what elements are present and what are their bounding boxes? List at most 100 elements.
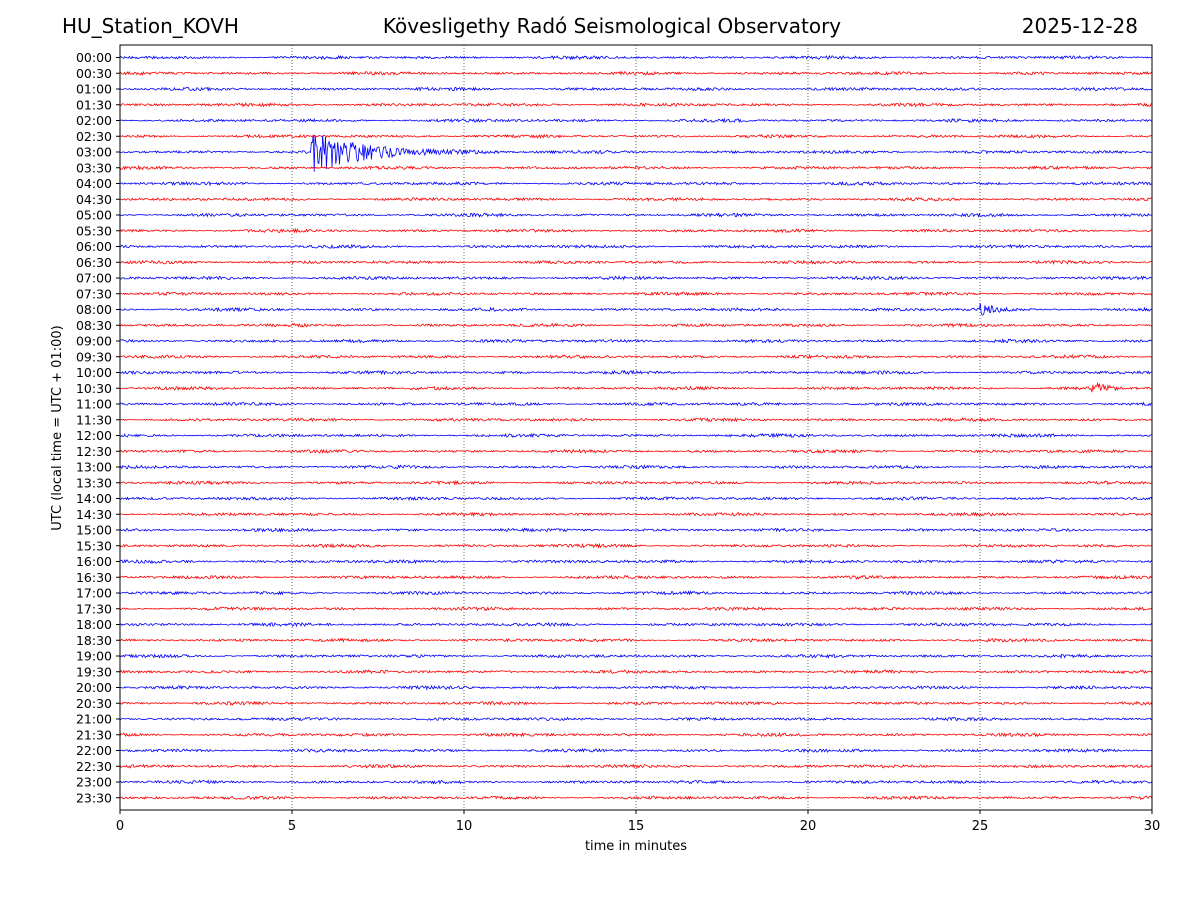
y-tick-label: 02:30	[76, 129, 112, 144]
y-tick-label: 04:30	[76, 192, 112, 207]
y-tick-label: 13:30	[76, 475, 112, 490]
y-tick-label: 10:00	[76, 365, 112, 380]
trace-2130	[119, 731, 1153, 738]
trace-2100	[119, 716, 1153, 722]
trace-1600	[119, 558, 1153, 565]
x-tick-label: 15	[628, 819, 645, 834]
y-tick-label: 06:30	[76, 255, 112, 270]
trace-0200	[119, 117, 1153, 124]
trace-0000	[120, 54, 1153, 61]
trace-1330	[119, 479, 1153, 486]
y-tick-label: 05:30	[76, 223, 112, 238]
x-tick-label: 0	[116, 819, 124, 834]
y-tick-label: 19:00	[76, 649, 112, 664]
trace-2330	[119, 795, 1153, 801]
x-axis-label: time in minutes	[585, 839, 687, 854]
y-tick-label: 20:00	[76, 680, 112, 695]
y-tick-label: 11:30	[76, 412, 112, 427]
y-tick-label: 18:30	[76, 633, 112, 648]
trace-0700	[119, 275, 1153, 281]
y-tick-label: 20:30	[76, 696, 112, 711]
trace-0930	[119, 353, 1153, 360]
trace-0230	[119, 133, 1153, 140]
trace-0530	[119, 227, 1153, 234]
y-tick-label: 02:00	[76, 113, 112, 128]
y-tick-label: 08:30	[76, 318, 112, 333]
y-tick-label: 22:30	[76, 759, 112, 774]
y-tick-label: 09:00	[76, 334, 112, 349]
trace-1630	[119, 574, 1153, 580]
trace-0400	[119, 180, 1153, 187]
trace-0730	[119, 291, 1153, 297]
y-tick-label: 14:30	[76, 507, 112, 522]
y-tick-label: 06:00	[76, 239, 112, 254]
y-tick-label: 16:00	[76, 554, 112, 569]
trace-2300	[119, 779, 1153, 785]
chart-date: 2025-12-28	[1021, 14, 1138, 38]
trace-0800	[119, 303, 1153, 316]
y-tick-label: 22:00	[76, 743, 112, 758]
trace-1000	[119, 369, 1153, 376]
trace-0100	[119, 86, 1153, 92]
trace-0130	[119, 102, 1153, 108]
y-tick-label: 21:00	[76, 712, 112, 727]
trace-0330	[119, 164, 1153, 171]
trace-0830	[119, 322, 1153, 328]
trace-1100	[119, 401, 1153, 407]
y-tick-label: 11:00	[76, 397, 112, 412]
trace-1500	[119, 527, 1153, 533]
trace-0300	[119, 135, 1153, 172]
x-tick-labels: 0 5 10 15 20 25 30	[116, 810, 1160, 834]
y-tick-label: 03:00	[76, 145, 112, 160]
y-tick-label: 01:30	[76, 97, 112, 112]
y-tick-label: 04:00	[76, 176, 112, 191]
y-tick-label: 01:00	[76, 82, 112, 97]
seismogram-traces	[119, 54, 1153, 801]
y-tick-label: 00:00	[76, 50, 112, 65]
x-tick-label: 25	[972, 819, 989, 834]
y-tick-label: 17:00	[76, 586, 112, 601]
trace-1200	[119, 432, 1153, 439]
trace-2230	[119, 763, 1153, 769]
trace-1130	[119, 417, 1153, 423]
trace-2030	[119, 700, 1153, 706]
y-tick-label: 12:00	[76, 428, 112, 443]
y-tick-label: 19:30	[76, 664, 112, 679]
x-tick-label: 5	[288, 819, 296, 834]
y-tick-label: 15:30	[76, 538, 112, 553]
trace-1530	[119, 542, 1153, 549]
trace-2000	[119, 684, 1153, 691]
trace-0900	[119, 338, 1153, 344]
trace-1830	[119, 637, 1153, 643]
trace-1430	[119, 511, 1153, 518]
y-tick-label: 14:00	[76, 491, 112, 506]
trace-0630	[119, 259, 1153, 265]
trace-1930	[119, 669, 1153, 675]
y-tick-label: 10:30	[76, 381, 112, 396]
y-tick-label: 17:30	[76, 601, 112, 616]
trace-0500	[119, 212, 1153, 218]
y-tick-label: 23:00	[76, 775, 112, 790]
grid-lines	[291, 45, 981, 810]
station-name: HU_Station_KOVH	[62, 14, 239, 38]
y-tick-label: 03:30	[76, 160, 112, 175]
trace-1300	[119, 464, 1153, 470]
x-tick-label: 20	[800, 819, 817, 834]
trace-1030	[119, 381, 1153, 393]
x-tick-label: 30	[1144, 819, 1161, 834]
trace-1730	[119, 606, 1153, 612]
trace-1700	[119, 590, 1153, 596]
y-tick-labels: 00:0000:3001:0001:3002:0002:3003:0003:30…	[76, 50, 120, 805]
y-tick-label: 16:30	[76, 570, 112, 585]
y-tick-label: 07:30	[76, 286, 112, 301]
trace-1400	[120, 496, 1153, 502]
trace-0600	[119, 243, 1153, 249]
trace-1230	[119, 448, 1153, 454]
trace-2200	[119, 747, 1153, 754]
y-axis-label: UTC (local time = UTC + 01:00)	[50, 325, 65, 530]
y-tick-label: 15:00	[76, 523, 112, 538]
y-tick-label: 21:30	[76, 727, 112, 742]
y-tick-label: 05:00	[76, 208, 112, 223]
trace-0030	[119, 70, 1153, 76]
